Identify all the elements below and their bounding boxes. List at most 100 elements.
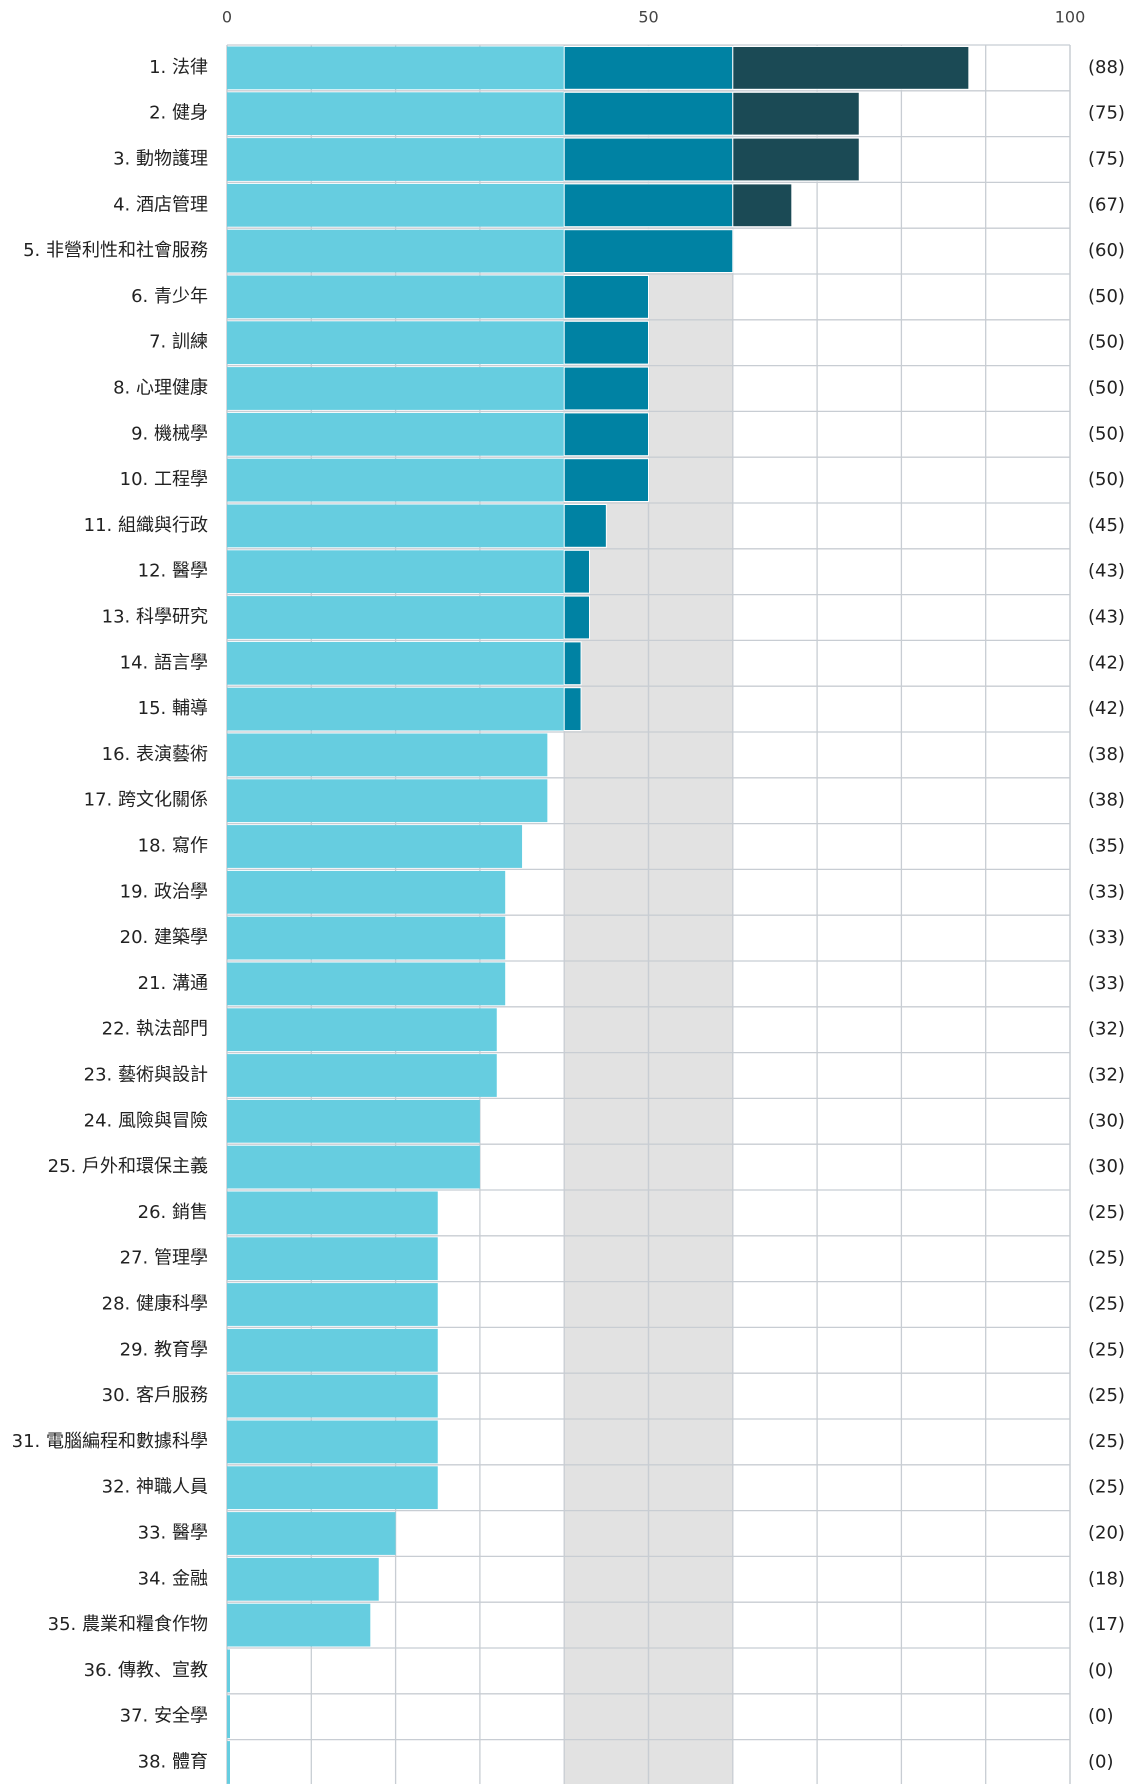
category-label: 8. 心理健康 xyxy=(113,378,208,399)
bar xyxy=(563,641,582,686)
bar xyxy=(227,1099,480,1143)
bar xyxy=(227,412,565,456)
bar xyxy=(227,916,506,960)
bar xyxy=(227,1328,438,1372)
value-label: (30) xyxy=(1088,1156,1125,1177)
bar xyxy=(227,138,565,181)
bar xyxy=(563,320,650,365)
bar xyxy=(227,321,565,365)
x-tick-label: 50 xyxy=(638,8,658,27)
value-label: (88) xyxy=(1088,57,1125,78)
bar xyxy=(227,733,548,777)
category-label: 15. 輔導 xyxy=(138,698,208,719)
category-label: 22. 執法部門 xyxy=(102,1019,208,1040)
category-label: 18. 寫作 xyxy=(138,836,208,857)
bar xyxy=(732,137,860,182)
bar xyxy=(563,458,650,503)
bar xyxy=(563,275,650,319)
bar xyxy=(227,1466,438,1510)
bar xyxy=(227,504,565,548)
value-label: (50) xyxy=(1088,378,1125,399)
value-label: (50) xyxy=(1088,286,1125,307)
category-label: 11. 組織與行政 xyxy=(84,515,208,536)
bar xyxy=(563,366,650,411)
bar xyxy=(227,1557,379,1601)
category-label: 20. 建築學 xyxy=(120,927,208,948)
category-label: 24. 風險與冒險 xyxy=(84,1110,208,1131)
category-label: 6. 青少年 xyxy=(131,286,208,307)
bar xyxy=(563,595,590,640)
bar xyxy=(563,229,734,273)
bar xyxy=(227,1603,371,1647)
bar xyxy=(227,596,565,639)
value-label: (45) xyxy=(1088,515,1125,536)
value-label: (50) xyxy=(1088,332,1125,353)
bar xyxy=(227,962,506,1006)
category-label: 28. 健康科學 xyxy=(102,1294,208,1315)
value-label: (38) xyxy=(1088,744,1125,765)
value-label: (0) xyxy=(1088,1706,1114,1727)
value-label: (18) xyxy=(1088,1568,1125,1589)
value-label: (25) xyxy=(1088,1339,1125,1360)
bar xyxy=(227,1054,497,1097)
category-label: 1. 法律 xyxy=(149,57,208,78)
bar xyxy=(227,1008,497,1052)
value-label: (42) xyxy=(1088,652,1125,673)
category-label: 13. 科學研究 xyxy=(102,607,208,628)
category-label: 7. 訓練 xyxy=(149,332,208,353)
category-label: 23. 藝術與設計 xyxy=(84,1065,208,1086)
bar xyxy=(227,1283,438,1326)
value-label: (32) xyxy=(1088,1065,1125,1086)
category-label: 33. 醫學 xyxy=(138,1523,208,1544)
value-label: (17) xyxy=(1088,1614,1125,1635)
category-label: 38. 體育 xyxy=(138,1752,208,1773)
value-label: (33) xyxy=(1088,973,1125,994)
value-label: (25) xyxy=(1088,1385,1125,1406)
bar xyxy=(227,1512,396,1555)
bar xyxy=(227,1649,230,1693)
category-label: 34. 金融 xyxy=(138,1568,208,1589)
value-label: (25) xyxy=(1088,1431,1125,1452)
bar xyxy=(227,1145,480,1189)
bar xyxy=(227,870,506,914)
value-label: (0) xyxy=(1088,1660,1114,1681)
category-label: 25. 戶外和環保主義 xyxy=(48,1156,208,1177)
value-label: (75) xyxy=(1088,103,1125,124)
category-label: 31. 電腦編程和數據科學 xyxy=(12,1431,208,1452)
category-label: 9. 機械學 xyxy=(131,423,208,444)
category-label: 26. 銷售 xyxy=(138,1202,208,1223)
value-label: (43) xyxy=(1088,607,1125,628)
value-label: (25) xyxy=(1088,1477,1125,1498)
category-label: 29. 教育學 xyxy=(120,1339,208,1360)
bar xyxy=(227,1420,438,1464)
value-label: (33) xyxy=(1088,881,1125,902)
value-label: (20) xyxy=(1088,1523,1125,1544)
bar xyxy=(563,183,734,228)
bar xyxy=(563,687,582,732)
category-label: 4. 酒店管理 xyxy=(113,194,208,215)
value-label: (50) xyxy=(1088,423,1125,444)
bar xyxy=(563,46,734,90)
bar xyxy=(227,183,565,227)
bar xyxy=(227,229,565,273)
bar xyxy=(227,1741,230,1784)
bar xyxy=(227,1237,438,1281)
bar xyxy=(227,92,565,136)
category-label: 17. 跨文化關係 xyxy=(84,790,208,811)
value-label: (67) xyxy=(1088,194,1125,215)
value-label: (75) xyxy=(1088,149,1125,170)
category-label: 2. 健身 xyxy=(149,103,208,124)
bar xyxy=(732,91,860,136)
category-label: 30. 客戶服務 xyxy=(102,1385,208,1406)
bar xyxy=(227,641,565,685)
bar xyxy=(227,1374,438,1418)
bar xyxy=(227,825,523,868)
category-label: 5. 非營利性和社會服務 xyxy=(23,240,208,261)
value-label: (25) xyxy=(1088,1202,1125,1223)
bar xyxy=(227,458,565,502)
category-label: 10. 工程學 xyxy=(120,469,208,490)
value-label: (33) xyxy=(1088,927,1125,948)
bar xyxy=(732,183,793,228)
value-label: (35) xyxy=(1088,836,1125,857)
bar xyxy=(227,367,565,410)
